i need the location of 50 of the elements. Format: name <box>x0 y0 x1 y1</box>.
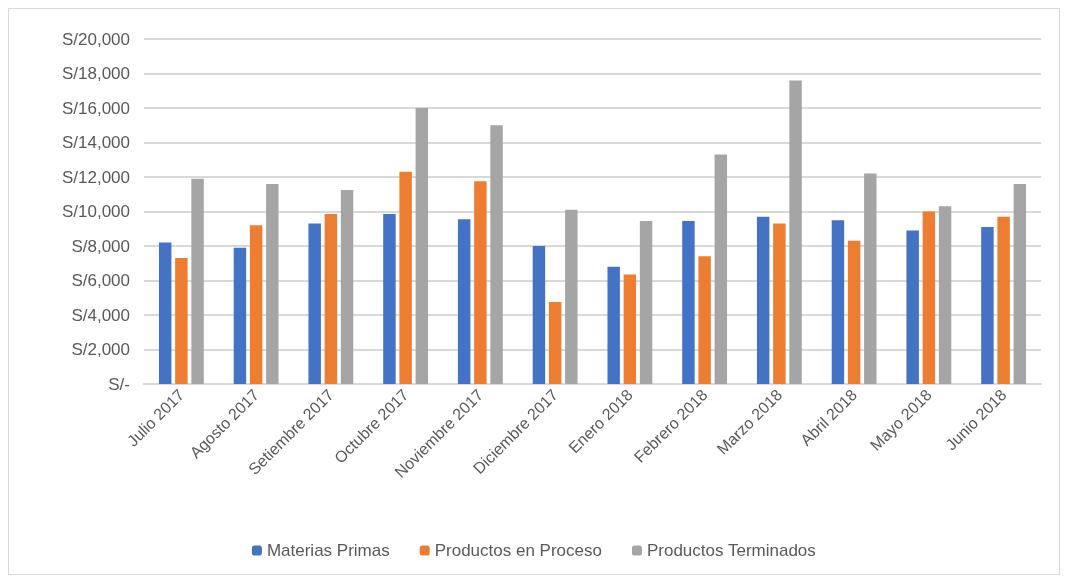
bar <box>756 216 770 384</box>
legend-label: Productos en Proceso <box>434 541 602 560</box>
y-tick-label: S/4,000 <box>71 305 130 325</box>
bar <box>266 183 279 384</box>
bar <box>864 173 877 384</box>
bar <box>474 181 487 384</box>
bar <box>607 266 620 384</box>
bar <box>158 242 172 384</box>
bar <box>548 302 562 384</box>
y-tick-label: S/16,000 <box>61 98 130 118</box>
y-tick-label: S/10,000 <box>61 202 130 221</box>
y-tick-label: S/8,000 <box>71 236 130 256</box>
bar <box>490 125 503 384</box>
bar <box>175 258 188 384</box>
bar <box>383 214 396 384</box>
bar <box>698 256 711 384</box>
bar <box>981 227 994 384</box>
bar <box>773 223 786 384</box>
bar <box>682 220 695 384</box>
bar <box>340 189 354 384</box>
y-tick-label: S/20,000 <box>61 29 130 49</box>
bar <box>1013 183 1027 384</box>
legend-label: Productos Terminados <box>646 541 816 560</box>
bar <box>324 214 338 384</box>
bar <box>249 225 263 384</box>
y-tick-label: S/18,000 <box>61 64 130 83</box>
bar <box>997 216 1010 384</box>
y-tick-label: S/2,000 <box>71 340 130 359</box>
legend-label: Materias Primas <box>266 541 390 560</box>
bar <box>623 274 637 384</box>
bar <box>565 209 578 384</box>
y-tick-label: S/14,000 <box>61 133 130 152</box>
bar <box>906 230 919 384</box>
bar <box>399 171 412 384</box>
bar <box>639 220 653 384</box>
bar <box>308 223 321 384</box>
y-tick-label: S/6,000 <box>71 271 130 290</box>
bar <box>789 80 802 384</box>
bar <box>532 246 546 384</box>
bar <box>191 178 204 384</box>
bar <box>714 154 728 384</box>
bar <box>233 247 247 384</box>
y-tick-label: S/- <box>108 374 130 394</box>
y-tick-label: S/12,000 <box>61 167 130 187</box>
bar <box>415 108 429 384</box>
bar <box>922 211 936 384</box>
bar <box>831 220 845 384</box>
bar <box>847 240 861 384</box>
bar <box>457 219 471 384</box>
bar <box>938 206 952 384</box>
